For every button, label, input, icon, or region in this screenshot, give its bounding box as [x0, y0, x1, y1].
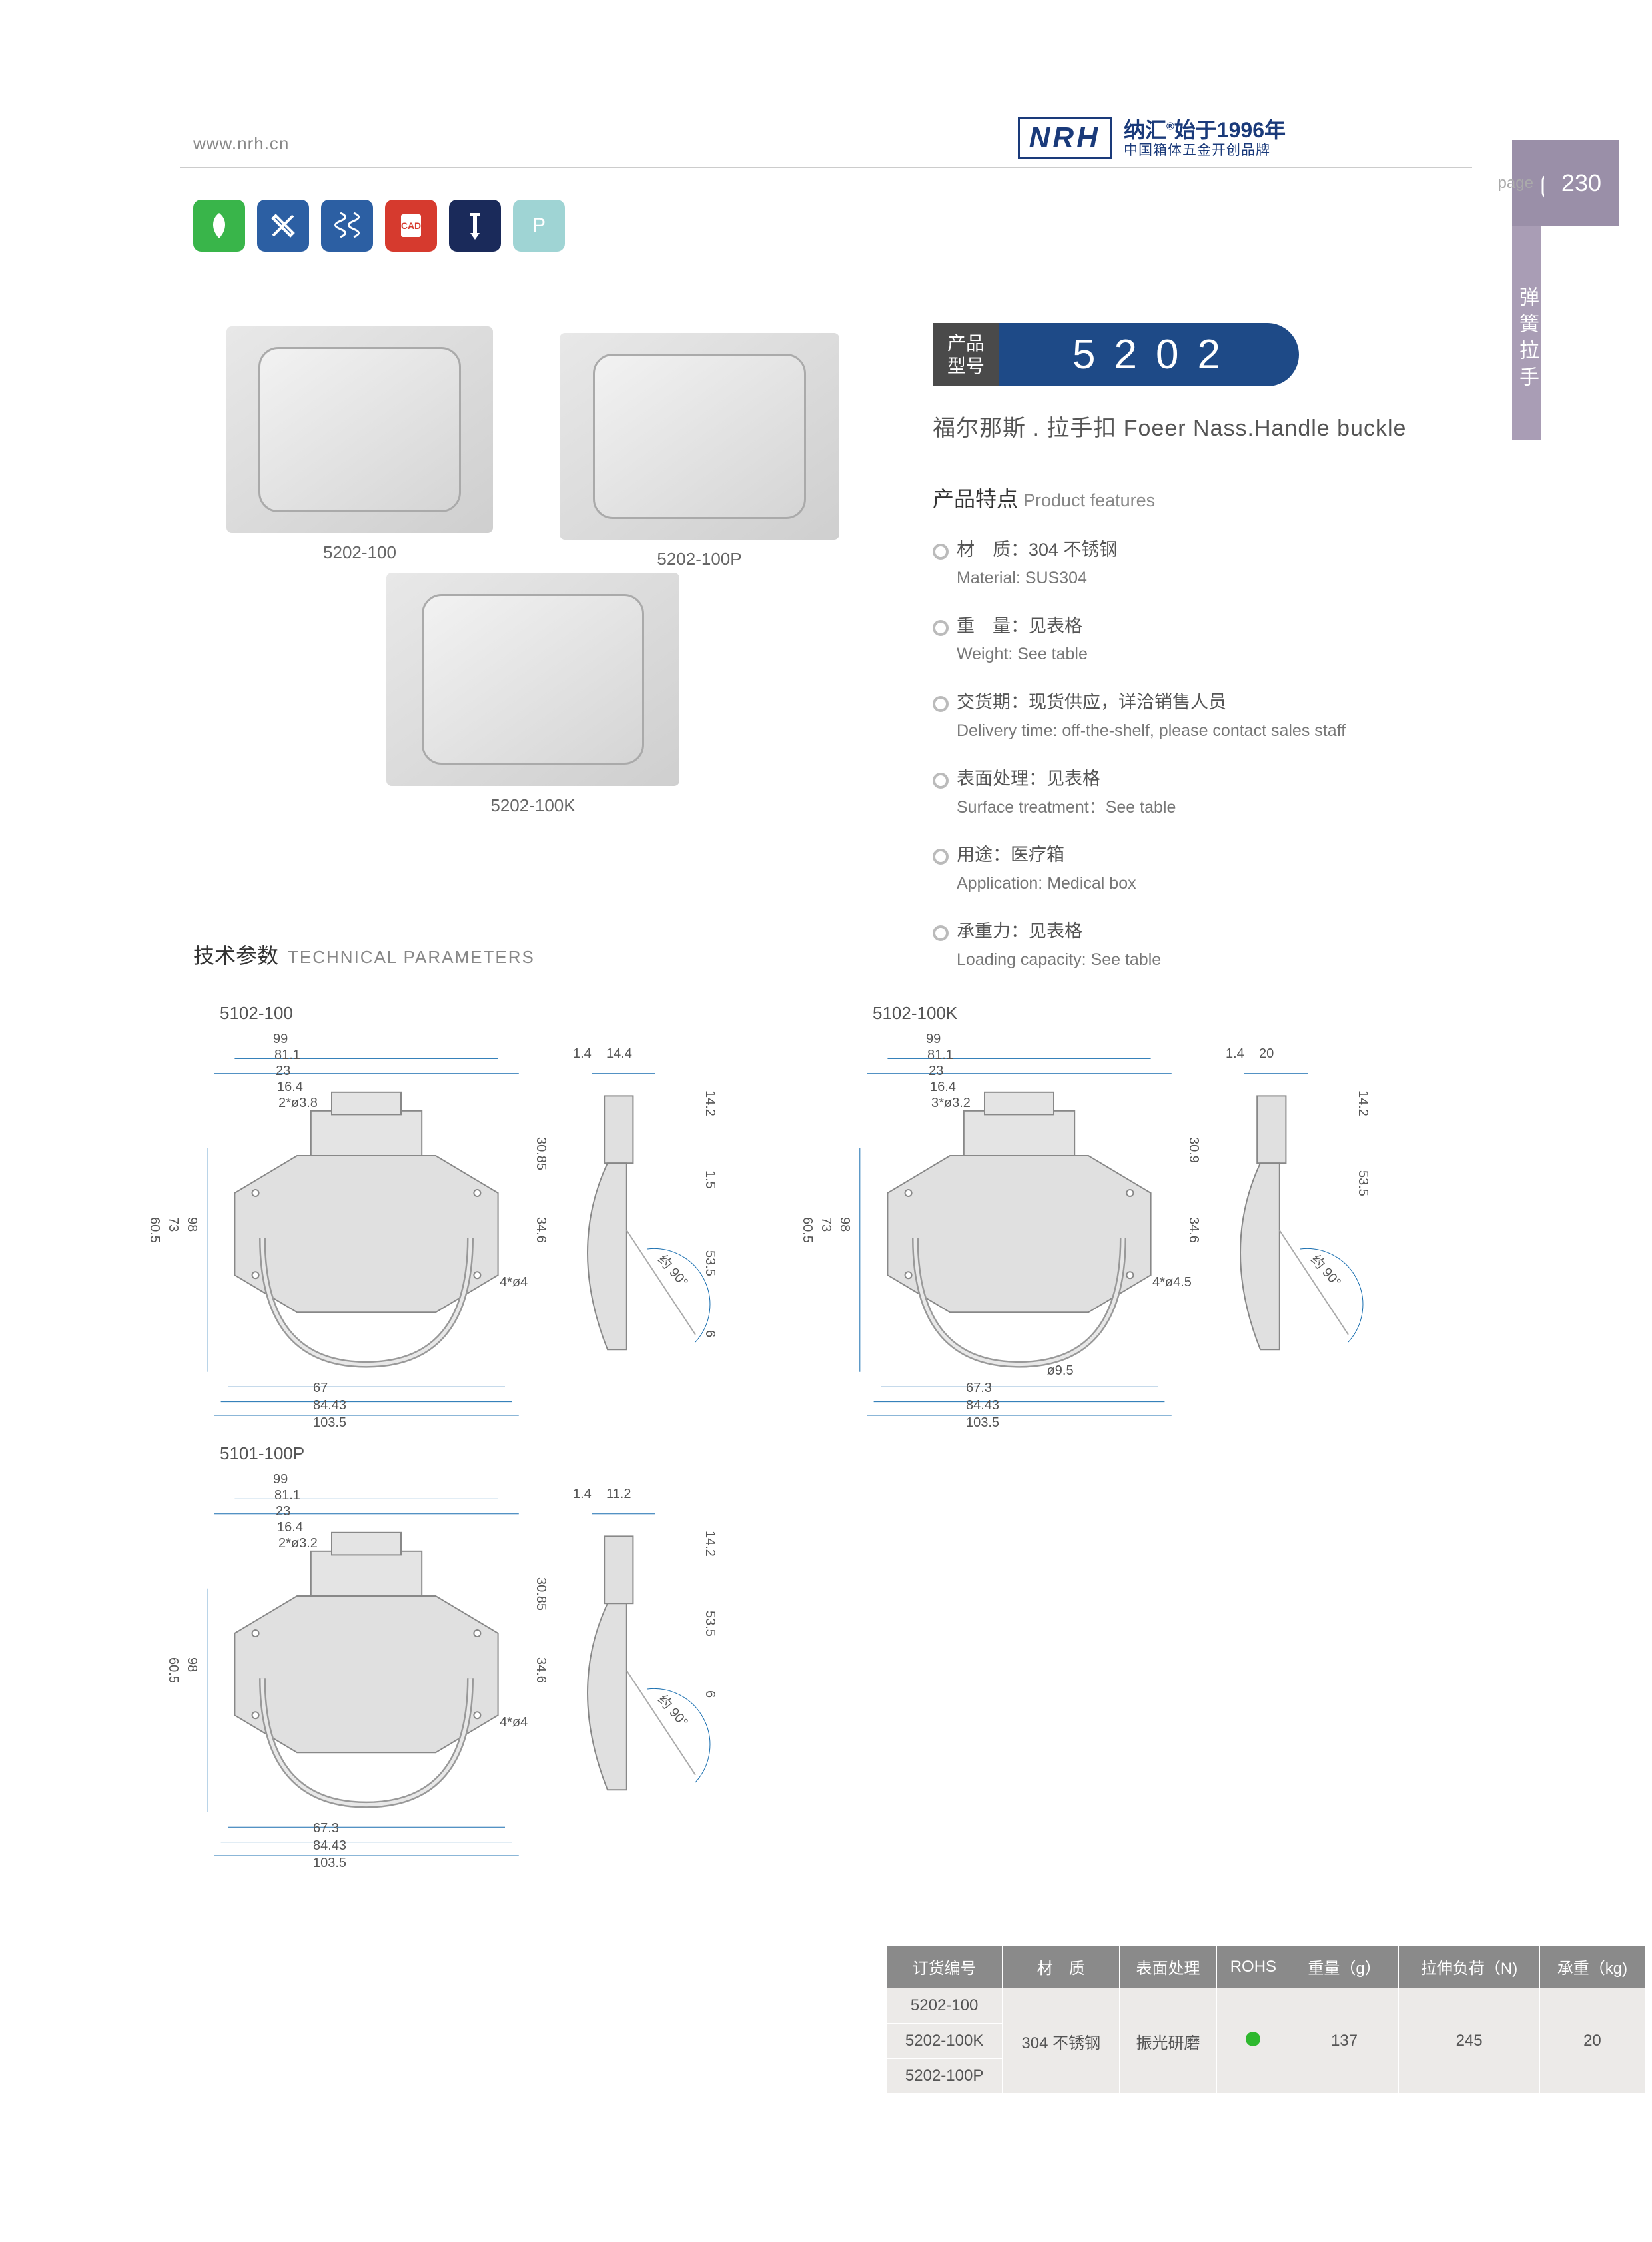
- spec-col-header: 表面处理: [1120, 1946, 1217, 1988]
- spec-col-header: 重量（g）: [1290, 1946, 1398, 1988]
- spec-col-header: 承重（kg): [1539, 1946, 1645, 1988]
- feature-icon-row: CAD P: [193, 200, 565, 252]
- spec-table: 订货编号材 质表面处理ROHS重量（g）拉伸负荷（N)承重（kg)5202-10…: [886, 1945, 1645, 2094]
- model-row: 产品型号 5202: [933, 323, 1639, 386]
- product-caption: 5202-100: [226, 542, 493, 563]
- svg-text:CAD: CAD: [401, 220, 421, 231]
- drawing-label: 5102-100K: [873, 1003, 1499, 1024]
- product-image: 5202-100P: [560, 333, 839, 569]
- brand-logo: NRH 纳汇®始于1996年 中国箱体五金开创品牌: [1018, 117, 1286, 159]
- feature-badge-icon: [193, 200, 245, 252]
- spec-cell: 245: [1399, 1988, 1540, 2094]
- spec-cell: 20: [1539, 1988, 1645, 2094]
- spec-col-header: 订货编号: [887, 1946, 1003, 1988]
- spec-cell: 5202-100P: [887, 2059, 1003, 2094]
- feature-list: 材 质：304 不锈钢Material: SUS304 重 量：见表格Weight…: [933, 536, 1639, 973]
- technical-parameters: 技术参数TECHNICAL PARAMETERS 5102-100: [193, 939, 1485, 1857]
- feature-badge-icon: P: [513, 200, 565, 252]
- spec-cell: [1216, 1988, 1290, 2094]
- product-info: 产品型号 5202 福尔那斯 . 拉手扣 Foeer Nass.Handle b…: [933, 323, 1639, 994]
- spec-col-header: 拉伸负荷（N): [1399, 1946, 1540, 1988]
- spec-cell: 振光研磨: [1120, 1988, 1217, 2094]
- brand-line2: 中国箱体五金开创品牌: [1124, 143, 1286, 157]
- product-name: 福尔那斯 . 拉手扣 Foeer Nass.Handle buckle: [933, 410, 1639, 442]
- spec-cell: 5202-100: [887, 1988, 1003, 2024]
- header-divider: [180, 167, 1472, 168]
- spec-cell: 137: [1290, 1988, 1398, 2094]
- site-url: www.nrh.cn: [193, 133, 289, 154]
- product-caption: 5202-100P: [560, 549, 839, 569]
- product-image: 5202-100K: [386, 573, 679, 816]
- drawing-cell: 5102-100K 9981.12316.43*ø3.2987360.530.9…: [846, 1003, 1499, 1417]
- feature-item: 重 量：见表格Weight: See table: [933, 613, 1639, 668]
- spec-cell: 5202-100K: [887, 2024, 1003, 2059]
- spec-col-header: ROHS: [1216, 1946, 1290, 1988]
- spec-cell: 304 不锈钢: [1003, 1988, 1120, 2094]
- feature-item: 用途：医疗箱Application: Medical box: [933, 841, 1639, 897]
- model-number: 5202: [999, 323, 1299, 386]
- logo-mark: NRH: [1018, 117, 1112, 159]
- page-header: www.nrh.cn NRH 纳汇®始于1996年 中国箱体五金开创品牌: [180, 120, 1479, 180]
- side-view-drawing: 1.414.414.21.553.56约 90°: [560, 1044, 719, 1417]
- feature-item: 表面处理：见表格Surface treatment：See table: [933, 765, 1639, 821]
- feature-badge-icon: [321, 200, 373, 252]
- feature-item: 交货期：现货供应，详洽销售人员Delivery time: off-the-sh…: [933, 689, 1639, 744]
- product-image-area: 5202-100 5202-100P 5202-100K: [187, 320, 886, 826]
- rohs-dot-icon: [1246, 2032, 1260, 2046]
- drawing-label: 5102-100: [220, 1003, 846, 1024]
- side-view-drawing: 1.42014.253.5约 90°: [1212, 1044, 1372, 1417]
- feature-badge-icon: [449, 200, 501, 252]
- side-view-drawing: 1.411.214.253.56约 90°: [560, 1484, 719, 1857]
- front-view-drawing: 9981.12316.42*ø3.8987360.530.8534.66784.…: [193, 1044, 540, 1417]
- drawing-cell: 5102-100 9981.12316.42*ø3.8987360.530.85…: [193, 1003, 846, 1417]
- feature-badge-icon: CAD: [385, 200, 437, 252]
- tech-title: 技术参数TECHNICAL PARAMETERS: [193, 939, 1485, 970]
- model-label: 产品型号: [933, 323, 999, 386]
- feature-badge-icon: [257, 200, 309, 252]
- spec-table-wrap: 订货编号材 质表面处理ROHS重量（g）拉伸负荷（N)承重（kg)5202-10…: [886, 1945, 1645, 2094]
- drawing-label: 5101-100P: [220, 1443, 846, 1464]
- front-view-drawing: 9981.12316.43*ø3.2987360.530.934.667.384…: [846, 1044, 1192, 1417]
- drawing-cell: 5101-100P 9981.12316.42*ø3.29860.530.853…: [193, 1443, 846, 1857]
- features-title: 产品特点Product features: [933, 482, 1639, 513]
- page-number: page 230: [1498, 160, 1619, 206]
- feature-item: 材 质：304 不锈钢Material: SUS304: [933, 536, 1639, 591]
- spec-row: 5202-100304 不锈钢振光研磨13724520: [887, 1988, 1645, 2024]
- product-image: 5202-100: [226, 326, 493, 563]
- svg-text:P: P: [532, 214, 546, 236]
- brand-line1: 纳汇®始于1996年: [1124, 119, 1286, 141]
- product-caption: 5202-100K: [386, 795, 679, 816]
- front-view-drawing: 9981.12316.42*ø3.29860.530.8534.667.384.…: [193, 1484, 540, 1857]
- spec-col-header: 材 质: [1003, 1946, 1120, 1988]
